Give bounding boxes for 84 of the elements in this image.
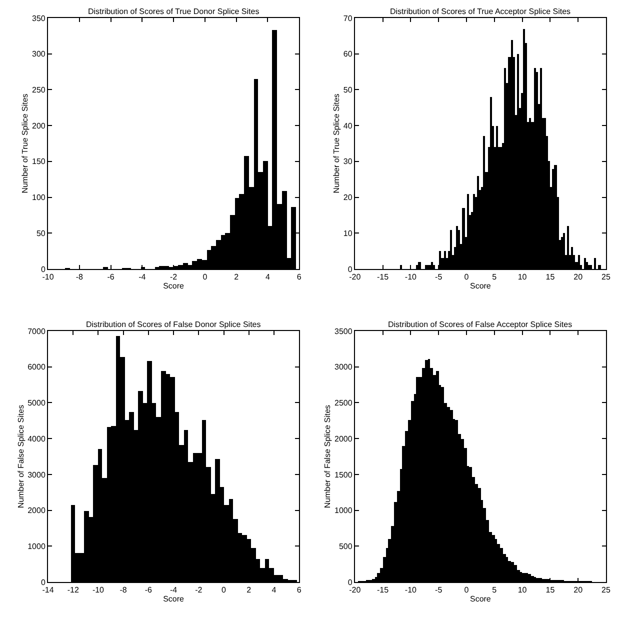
y-tick-label: 1000 bbox=[28, 542, 46, 551]
x-tick-label: 6 bbox=[296, 272, 302, 282]
y-tick-label: 2500 bbox=[334, 398, 353, 408]
y-tick-label: 0 bbox=[40, 264, 46, 274]
x-tick-label: -10 bbox=[42, 272, 54, 282]
y-tick-label: 50 bbox=[343, 86, 353, 95]
y-tick-label: 500 bbox=[338, 542, 353, 551]
x-tick-label: 25 bbox=[602, 586, 611, 595]
x-tick-label: 0 bbox=[222, 586, 227, 595]
x-tick-label: -6 bbox=[144, 586, 153, 595]
chart-title: Distribution of Scores of True Acceptor Splice Sites bbox=[390, 7, 571, 16]
x-tick-label: 15 bbox=[546, 586, 556, 595]
y-tick-label: 5000 bbox=[28, 398, 46, 408]
x-tick-label: 20 bbox=[574, 586, 584, 595]
x-tick-label: 4 bbox=[272, 586, 277, 595]
x-tick-label: 4 bbox=[265, 272, 270, 282]
y-tick-label: 7000 bbox=[28, 326, 46, 336]
x-tick-label: -20 bbox=[349, 586, 362, 595]
y-tick-label: 6000 bbox=[28, 362, 46, 372]
x-tick-label: -10 bbox=[92, 586, 105, 595]
chart-title: Distribution of Scores of False Acceptor Splice Sites bbox=[388, 320, 572, 329]
x-tick-label: -4 bbox=[170, 586, 178, 595]
x-tick-label: 10 bbox=[518, 586, 528, 595]
y-tick-label: 40 bbox=[343, 121, 353, 130]
y-tick-label: 1500 bbox=[334, 470, 353, 480]
x-tick-label: 5 bbox=[492, 586, 498, 595]
y-tick-label: 350 bbox=[32, 14, 46, 23]
x-tick-label: 25 bbox=[602, 272, 611, 282]
y-tick-label: 100 bbox=[32, 193, 46, 202]
x-tick-label: -20 bbox=[349, 272, 362, 282]
y-tick-label: 3000 bbox=[334, 362, 353, 372]
y-tick-label: 10 bbox=[343, 228, 353, 238]
x-tick-label: 2 bbox=[234, 272, 240, 282]
chart-title: Distribution of Scores of False Donor Splice Sites bbox=[86, 320, 261, 329]
y-tick-label: 2000 bbox=[334, 434, 353, 444]
y-tick-label: 20 bbox=[343, 193, 353, 202]
x-tick-label: 5 bbox=[492, 272, 498, 282]
x-tick-label: 2 bbox=[246, 586, 252, 595]
y-tick-label: 3500 bbox=[334, 326, 353, 336]
y-tick-label: 200 bbox=[32, 121, 46, 130]
x-tick-label: 20 bbox=[574, 272, 584, 282]
x-axis-title: Score bbox=[470, 594, 492, 604]
y-tick-label: 50 bbox=[36, 228, 46, 238]
y-tick-label: 150 bbox=[32, 157, 46, 166]
x-tick-label: -12 bbox=[67, 586, 80, 595]
x-tick-label: 0 bbox=[464, 586, 470, 595]
x-tick-label: 0 bbox=[464, 272, 470, 282]
y-tick-label: 60 bbox=[343, 50, 353, 59]
x-axis-title: Score bbox=[163, 594, 185, 604]
y-tick-label: 3000 bbox=[28, 470, 46, 480]
x-axis-title: Score bbox=[470, 282, 492, 291]
x-tick-label: 0 bbox=[202, 272, 208, 282]
x-tick-label: 10 bbox=[518, 272, 528, 282]
y-tick-label: 0 bbox=[40, 578, 46, 587]
y-axis-title: Number of False Splice Sites bbox=[16, 404, 26, 508]
x-tick-label: -4 bbox=[138, 272, 146, 282]
x-axis-title: Score bbox=[163, 282, 185, 291]
y-tick-label: 0 bbox=[348, 578, 353, 587]
y-tick-label: 30 bbox=[343, 157, 353, 166]
y-tick-label: 4000 bbox=[28, 434, 46, 444]
x-tick-label: -5 bbox=[435, 586, 443, 595]
x-tick-label: -6 bbox=[107, 272, 115, 282]
y-tick-label: 250 bbox=[32, 86, 46, 95]
y-tick-label: 300 bbox=[32, 50, 46, 59]
x-tick-label: -8 bbox=[120, 586, 128, 595]
x-tick-label: -5 bbox=[435, 272, 443, 282]
y-tick-label: 70 bbox=[343, 14, 353, 23]
x-tick-label: -10 bbox=[404, 272, 418, 282]
x-tick-label: 15 bbox=[546, 272, 556, 282]
y-axis-title: Number of True Splice Sites bbox=[20, 94, 30, 194]
y-axis-title: Number of True Splice Sites bbox=[332, 94, 342, 194]
y-axis-title: Number of False Splice Sites bbox=[323, 404, 332, 508]
x-tick-label: -14 bbox=[42, 586, 54, 595]
y-tick-label: 2000 bbox=[28, 506, 46, 516]
x-tick-label: -10 bbox=[404, 586, 418, 595]
x-tick-label: 6 bbox=[296, 586, 302, 595]
y-tick-label: 1000 bbox=[334, 506, 353, 516]
y-tick-label: 0 bbox=[348, 264, 353, 274]
x-tick-label: -8 bbox=[76, 272, 84, 282]
x-tick-label: -15 bbox=[377, 272, 390, 282]
x-tick-label: -2 bbox=[195, 586, 203, 595]
x-tick-label: -2 bbox=[170, 272, 178, 282]
x-tick-label: -15 bbox=[377, 586, 390, 595]
chart-title: Distribution of Scores of True Donor Splice Sites bbox=[88, 7, 260, 16]
